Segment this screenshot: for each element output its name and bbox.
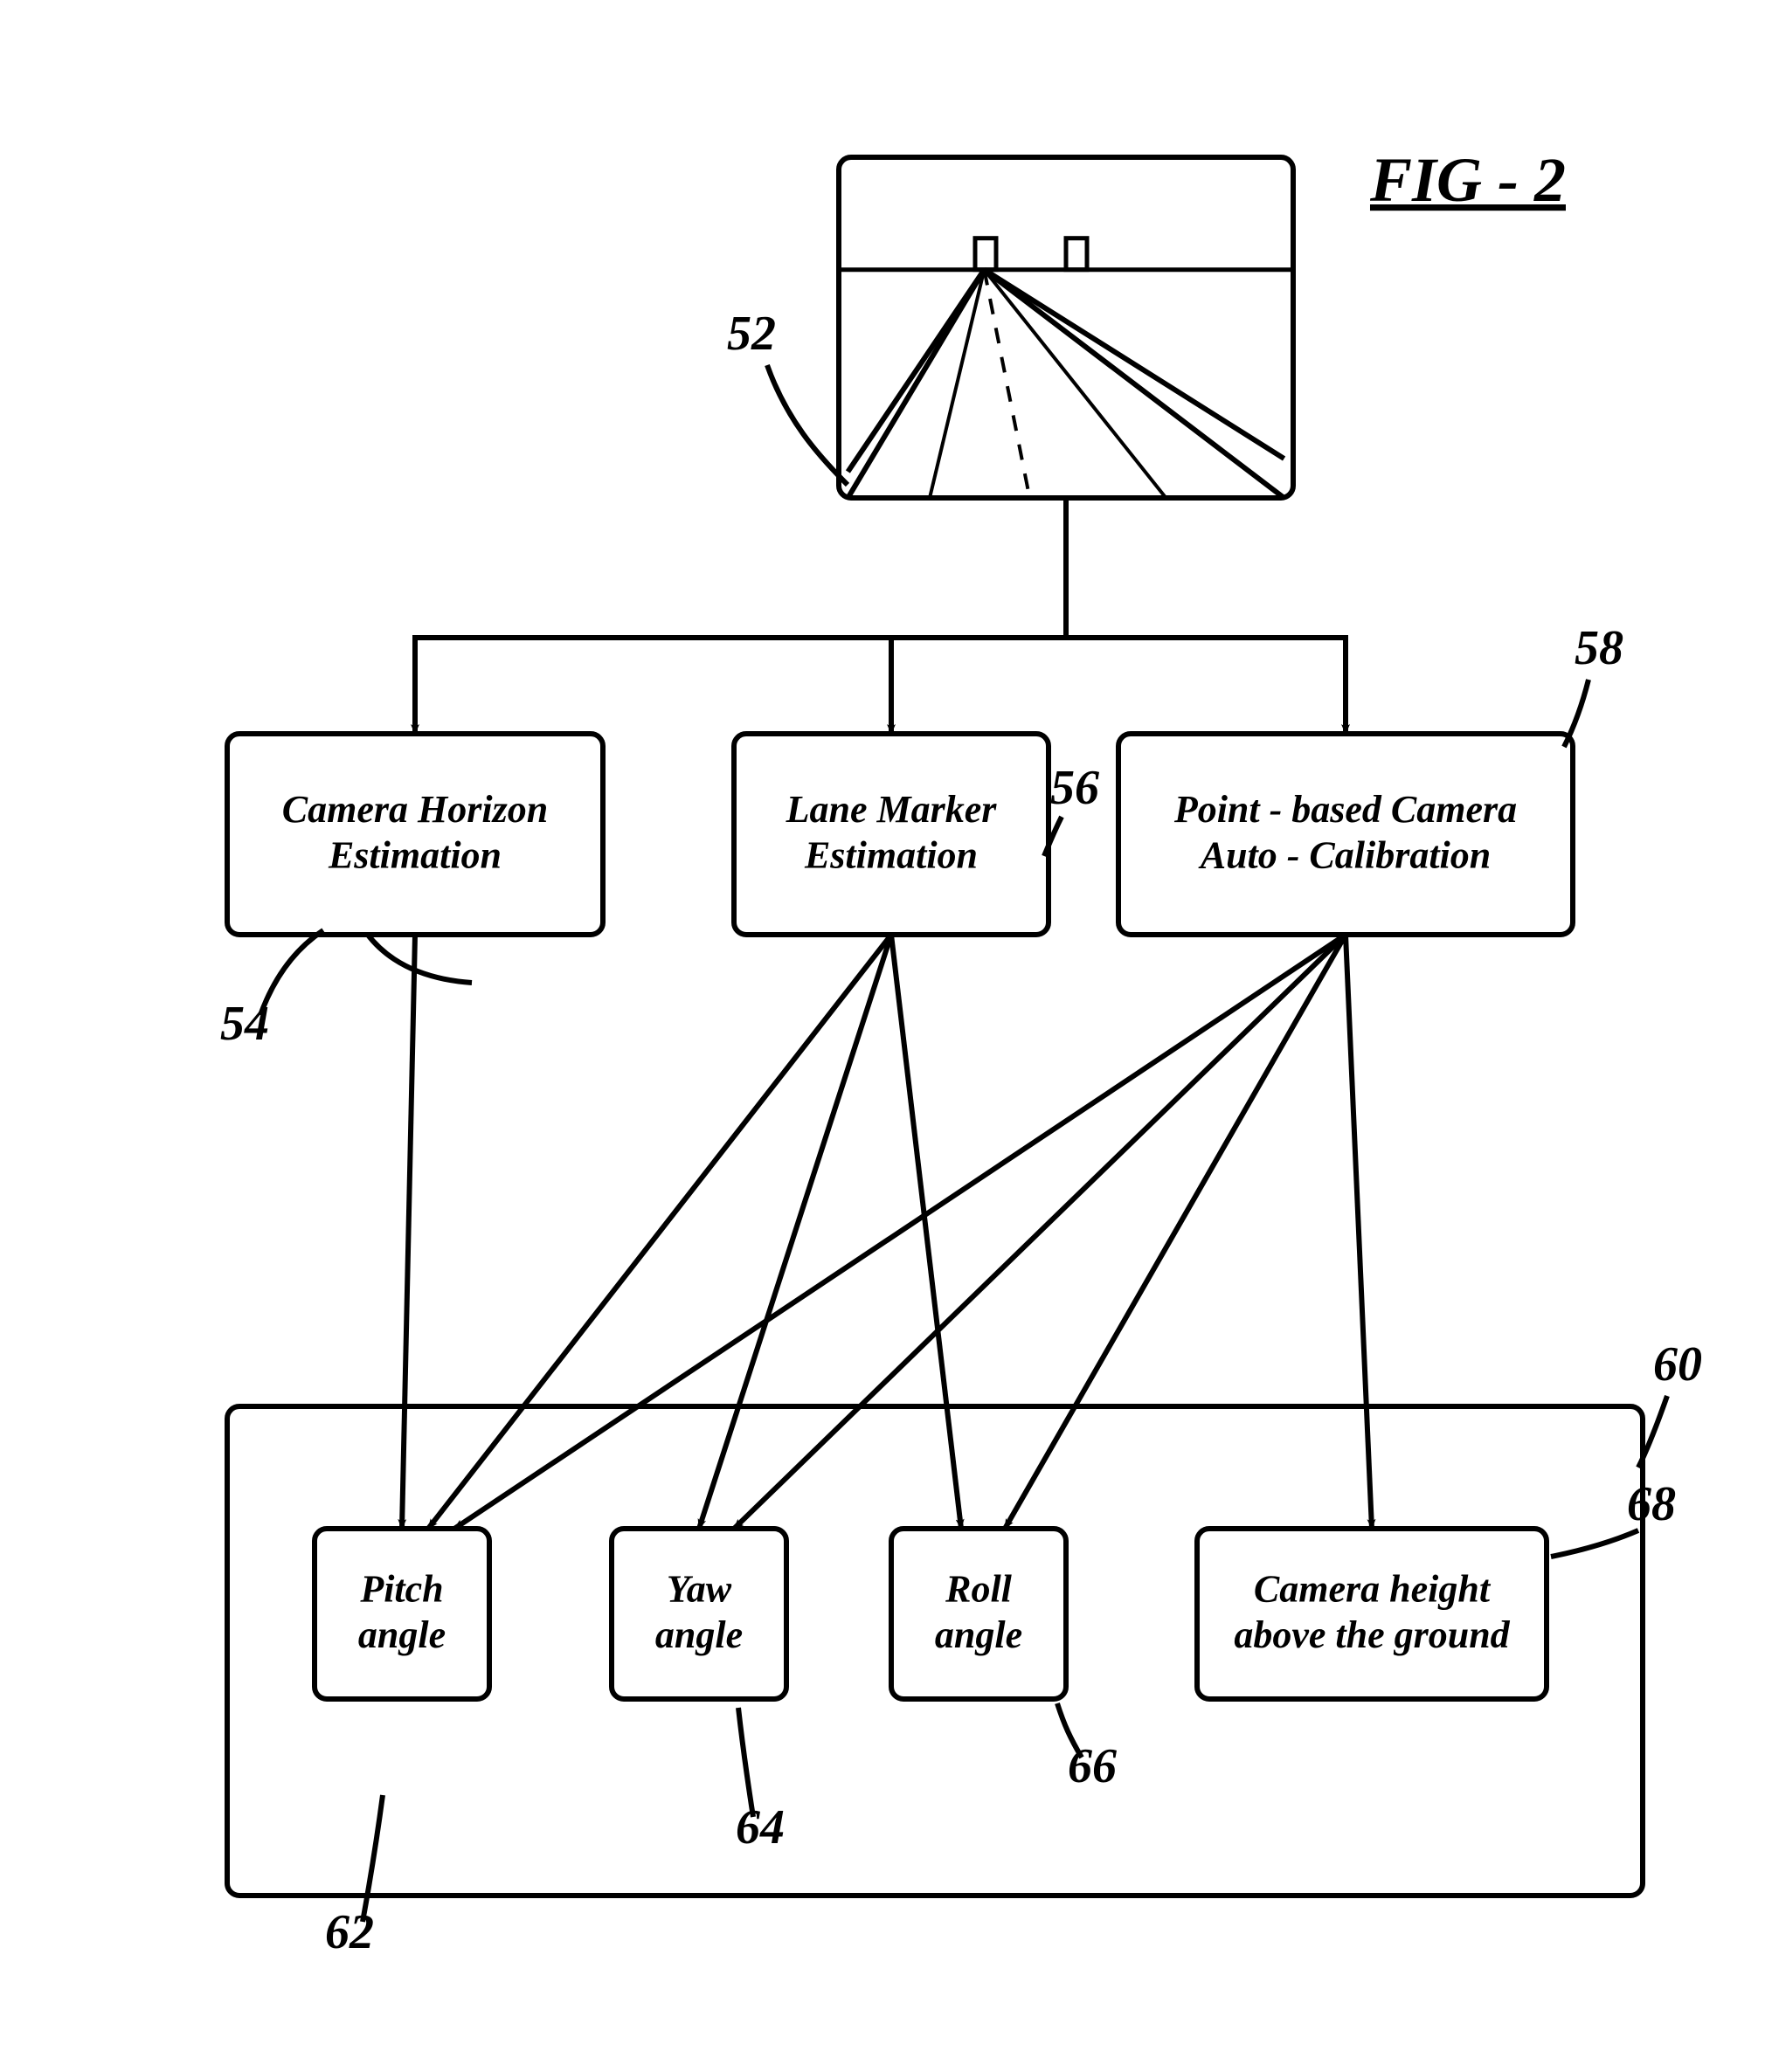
height-label-1: Camera height xyxy=(1254,1567,1492,1610)
yaw-label-1: Yaw xyxy=(667,1567,732,1610)
yaw-label-2: angle xyxy=(655,1613,743,1656)
pitch-label-1: Pitch xyxy=(359,1567,443,1610)
horizon-label-2: Estimation xyxy=(328,834,502,877)
roll-label-1: Roll xyxy=(945,1567,1013,1610)
figure-title: FIG - 2 xyxy=(1369,145,1566,215)
leader-camera-view xyxy=(767,365,848,485)
lane-label-1: Lane Marker xyxy=(786,788,998,831)
point-label-1: Point - based Camera xyxy=(1173,788,1517,831)
ref-yaw: 64 xyxy=(736,1800,785,1854)
height-label-2: above the ground xyxy=(1234,1613,1510,1656)
ref-output: 60 xyxy=(1653,1337,1702,1392)
figure-diagram: FIG - 2 50 52 Camera Horizon Estimation … xyxy=(0,0,1765,2072)
leader-point xyxy=(1564,680,1588,747)
roll-label-2: angle xyxy=(935,1613,1022,1656)
lane-label-2: Estimation xyxy=(804,834,978,877)
ref-lane: 56 xyxy=(1050,761,1099,815)
camera-view xyxy=(839,157,1293,498)
ref-camera-view: 52 xyxy=(727,307,776,361)
leader-horizon xyxy=(260,930,323,1015)
ref-height: 68 xyxy=(1627,1477,1676,1531)
leader-pitch xyxy=(363,1795,383,1922)
pitch-label-2: angle xyxy=(358,1613,446,1656)
ref-point: 58 xyxy=(1575,621,1623,675)
cross-arrows xyxy=(402,935,1372,1529)
fanout-arrows xyxy=(415,498,1346,734)
horizon-label-1: Camera Horizon xyxy=(282,788,548,831)
leader-height xyxy=(1551,1530,1638,1557)
point-label-2: Auto - Calibration xyxy=(1198,834,1492,877)
